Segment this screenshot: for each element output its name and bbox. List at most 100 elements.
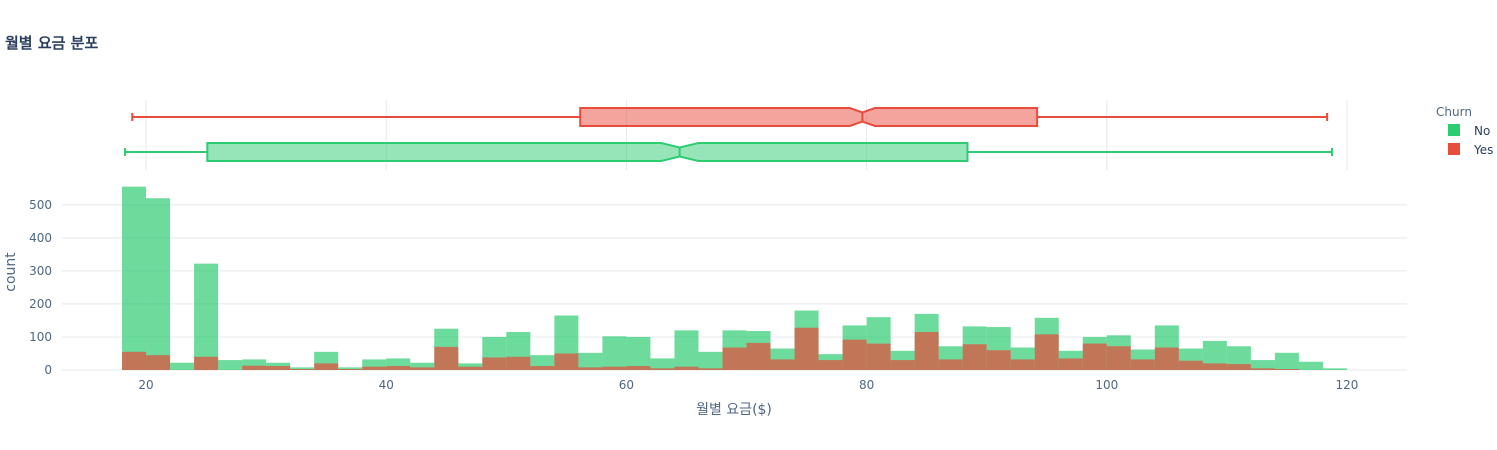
bar-yes[interactable] (602, 366, 627, 370)
bar-no[interactable] (674, 330, 699, 370)
box-yes[interactable] (131, 107, 1329, 127)
bar-no[interactable] (194, 263, 219, 370)
bar-yes[interactable] (194, 356, 219, 370)
x-tick-labels: 20 40 60 80 100 120 (138, 378, 1358, 392)
bar-yes[interactable] (1226, 364, 1251, 370)
bar-yes[interactable] (914, 332, 939, 370)
bars-no-series (122, 186, 1347, 370)
bar-yes[interactable] (1034, 334, 1059, 370)
bar-yes[interactable] (386, 366, 411, 370)
bar-yes[interactable] (866, 343, 891, 370)
bar-yes[interactable] (1274, 369, 1299, 370)
y-tick-label: 200 (29, 297, 52, 311)
bar-yes[interactable] (506, 356, 531, 370)
bar-yes[interactable] (242, 365, 267, 370)
y-tick-label: 300 (29, 264, 52, 278)
bar-no[interactable] (602, 336, 627, 370)
legend-label-yes[interactable]: Yes (1473, 143, 1493, 157)
bar-yes[interactable] (938, 359, 963, 370)
legend-swatch-no[interactable] (1448, 124, 1460, 136)
bar-yes[interactable] (1202, 363, 1227, 370)
bar-yes[interactable] (290, 369, 315, 370)
bar-no[interactable] (1298, 361, 1323, 370)
legend-label-no[interactable]: No (1474, 124, 1490, 138)
bar-no[interactable] (338, 367, 363, 370)
x-tick-label: 40 (379, 378, 394, 392)
bar-yes[interactable] (626, 366, 651, 370)
x-axis-title: 월별 요금($) (696, 402, 772, 418)
bar-yes[interactable] (818, 360, 843, 370)
bar-no[interactable] (410, 362, 435, 370)
bar-yes[interactable] (1178, 360, 1203, 370)
bar-yes[interactable] (770, 359, 795, 370)
bar-yes[interactable] (986, 350, 1011, 370)
bar-yes[interactable] (1130, 359, 1155, 370)
bar-yes[interactable] (1154, 347, 1179, 370)
bar-yes[interactable] (794, 327, 819, 370)
x-tick-label: 100 (1095, 378, 1118, 392)
y-tick-label: 100 (29, 330, 52, 344)
bar-yes[interactable] (434, 346, 459, 370)
bar-yes[interactable] (1106, 346, 1131, 370)
y-tick-label: 400 (29, 231, 52, 245)
bar-yes[interactable] (146, 355, 171, 370)
legend-title: Churn (1436, 105, 1472, 119)
bar-yes[interactable] (1058, 358, 1083, 370)
y-tick-labels: 0 100 200 300 400 500 (29, 198, 52, 377)
bar-yes[interactable] (266, 366, 291, 370)
bar-yes[interactable] (1250, 368, 1275, 370)
bar-no[interactable] (362, 359, 387, 370)
bar-no[interactable] (122, 186, 147, 370)
x-tick-label: 120 (1336, 378, 1359, 392)
bar-yes[interactable] (890, 360, 915, 370)
y-axis-title: count (3, 252, 19, 292)
bar-yes[interactable] (362, 366, 387, 370)
bar-yes[interactable] (1082, 343, 1107, 370)
bar-yes[interactable] (962, 344, 987, 370)
bar-yes[interactable] (842, 339, 867, 370)
bar-yes[interactable] (554, 353, 579, 370)
bar-no[interactable] (1274, 352, 1299, 370)
legend: Churn No Yes (1436, 105, 1493, 157)
bar-yes[interactable] (650, 368, 675, 370)
bar-yes[interactable] (722, 347, 747, 370)
bar-no[interactable] (1322, 368, 1347, 370)
bar-yes[interactable] (578, 367, 603, 370)
bar-yes[interactable] (1010, 359, 1035, 370)
bar-yes[interactable] (746, 342, 771, 370)
box-body (579, 107, 1039, 127)
bar-yes[interactable] (338, 369, 363, 370)
bars-yes-series (122, 327, 1299, 370)
y-tick-label: 500 (29, 198, 52, 212)
bar-no[interactable] (242, 359, 267, 370)
box-body (206, 142, 969, 162)
bar-yes[interactable] (314, 363, 339, 370)
x-tick-label: 80 (859, 378, 874, 392)
bar-yes[interactable] (698, 368, 723, 370)
bar-no[interactable] (578, 352, 603, 370)
bar-no[interactable] (290, 367, 315, 370)
bar-no[interactable] (1250, 360, 1275, 370)
bar-no[interactable] (218, 360, 243, 370)
bar-yes[interactable] (674, 366, 699, 370)
bar-yes[interactable] (482, 357, 507, 370)
chart-title: 월별 요금 분포 (5, 34, 99, 52)
bar-no[interactable] (146, 198, 171, 370)
box-plots (124, 107, 1333, 162)
legend-swatch-yes[interactable] (1448, 143, 1460, 155)
bar-no[interactable] (170, 362, 195, 370)
bar-no[interactable] (386, 358, 411, 370)
bar-no[interactable] (698, 351, 723, 370)
box-no[interactable] (124, 142, 1333, 162)
bar-no[interactable] (650, 358, 675, 370)
bar-yes[interactable] (458, 366, 483, 370)
bar-no[interactable] (626, 336, 651, 370)
x-tick-label: 60 (619, 378, 634, 392)
x-tick-label: 20 (138, 378, 153, 392)
bar-yes[interactable] (530, 366, 555, 370)
bar-yes[interactable] (122, 351, 147, 370)
bar-no[interactable] (458, 363, 483, 370)
bar-yes[interactable] (410, 367, 435, 370)
y-tick-label: 0 (44, 363, 52, 377)
